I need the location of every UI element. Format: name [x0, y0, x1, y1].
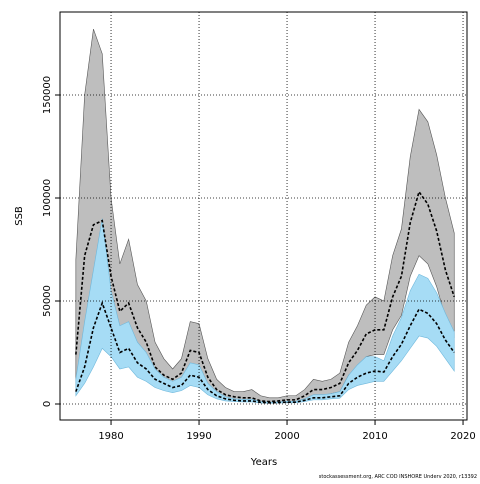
x-tick-label: 2010 [362, 431, 387, 442]
x-tick-label: 2020 [450, 431, 475, 442]
y-tick-label: 150000 [42, 76, 53, 114]
median-line [75, 190, 456, 403]
y-tick-label: 50000 [42, 285, 53, 317]
x-tick-label: 1980 [98, 431, 123, 442]
plot-frame [59, 11, 468, 421]
y-tick-label: 0 [42, 401, 53, 407]
y-axis-label: SSB [14, 206, 25, 226]
x-tick-label: 2000 [274, 431, 299, 442]
x-tick-label: 1990 [186, 431, 211, 442]
confidence-band [75, 218, 455, 404]
median-line [75, 300, 455, 404]
y-tick-label: 100000 [42, 179, 53, 217]
x-axis-label: Years [250, 457, 277, 468]
source-note: stockassessment.org, ARC COD INSHORE Und… [319, 474, 477, 480]
